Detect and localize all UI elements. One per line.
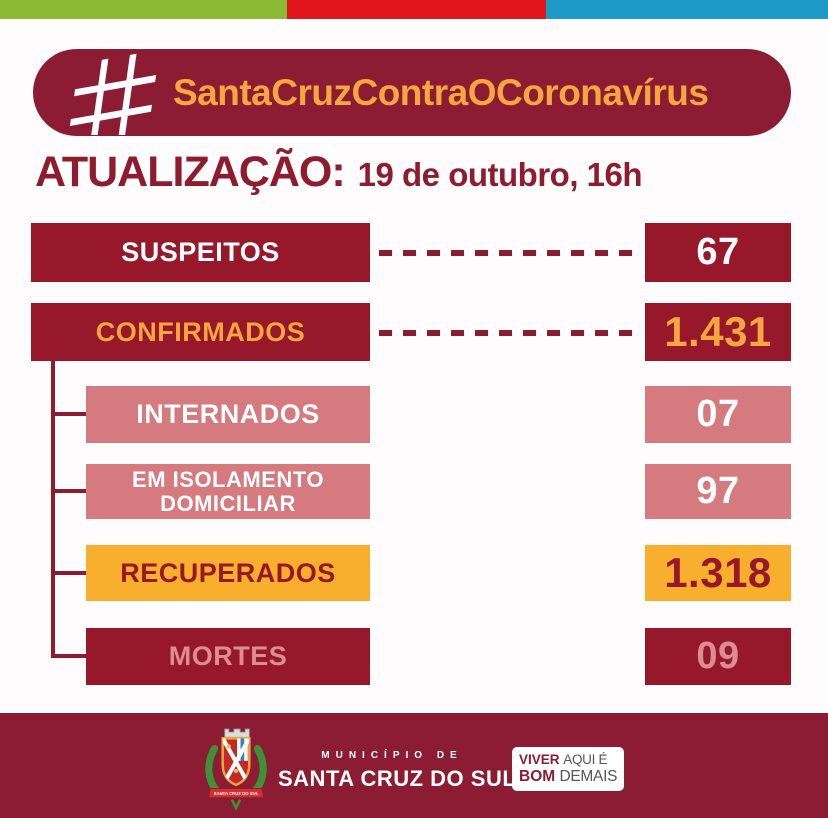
stat-value-text: 09 xyxy=(696,635,740,677)
stat-label-text: CONFIRMADOS xyxy=(95,316,306,347)
stat-label-text: MORTES xyxy=(168,641,288,672)
crest-ribbon xyxy=(207,788,265,799)
slogan-bom: BOM xyxy=(519,767,556,785)
stat-value-text: 1.318 xyxy=(664,549,772,596)
coat-of-arms: SANTA CRUZ DO SUL xyxy=(203,726,269,812)
stripe-blue xyxy=(546,0,828,19)
stat-label-mortes: MORTES xyxy=(86,628,370,685)
stripe-green xyxy=(0,0,287,19)
stat-label-suspeitos: SUSPEITOS xyxy=(31,223,370,282)
stripe-red xyxy=(287,0,546,19)
city-name: SANTA CRUZ DO SUL xyxy=(278,766,517,791)
slogan-badge: VIVER AQUI É BOM DEMAIS xyxy=(512,747,624,791)
dashed-leader-confirmados xyxy=(379,330,641,336)
slogan-viver: VIVER xyxy=(519,752,560,768)
tree-connector-stub xyxy=(51,489,88,493)
tree-connector-stub xyxy=(51,571,88,575)
hashtag-banner: SantaCruzContraOCoronavírus xyxy=(33,49,791,147)
update-headline: ATUALIZAÇÃO: 19 de outubro, 16h xyxy=(35,148,795,197)
tree-connector-vertical xyxy=(51,361,55,657)
crest-laurel-right xyxy=(247,744,267,799)
slogan-aqui-e: AQUI É xyxy=(563,752,608,768)
stat-value-confirmados: 1.431 xyxy=(645,303,791,361)
stat-value-isolamento: 97 xyxy=(645,464,791,519)
dashed-leader-suspeitos xyxy=(379,250,641,256)
stat-value-suspeitos: 67 xyxy=(645,223,791,282)
tree-connector-stub xyxy=(51,412,88,416)
stat-label-text: EM ISOLAMENTO DOMICILIAR xyxy=(132,467,324,516)
crest-laurel-left xyxy=(205,744,225,799)
stat-label-text: INTERNADOS xyxy=(136,399,320,430)
tree-connector-stub xyxy=(51,654,88,658)
crest-crown xyxy=(224,728,250,738)
slogan-demais: DEMAIS xyxy=(559,767,618,785)
municipio-de-label: MUNICÍPIO DE xyxy=(321,750,463,761)
stat-label-recuperados: RECUPERADOS xyxy=(86,545,370,601)
stat-value-mortes: 09 xyxy=(645,628,791,685)
stat-value-text: 1.431 xyxy=(664,308,772,355)
slogan-line1: VIVER AQUI É xyxy=(519,752,617,768)
update-date: 19 de outubro, 16h xyxy=(357,156,643,193)
stat-label-confirmados: CONFIRMADOS xyxy=(31,303,370,361)
campaign-title: SantaCruzContraOCoronavírus xyxy=(173,71,709,113)
stat-value-text: 07 xyxy=(696,393,740,435)
hashtag-icon xyxy=(59,51,167,147)
footer-band: SANTA CRUZ DO SUL MUNICÍPIO DE SANTA CRU… xyxy=(0,713,828,818)
crest-ribbon-text: SANTA CRUZ DO SUL xyxy=(214,791,259,796)
top-stripes xyxy=(0,0,828,19)
municipality-block: MUNICÍPIO DE SANTA CRUZ DO SUL xyxy=(278,750,517,792)
stat-value-text: 67 xyxy=(696,231,740,273)
stat-label-internados: INTERNADOS xyxy=(86,386,370,443)
update-label: ATUALIZAÇÃO: xyxy=(35,148,346,196)
stat-value-text: 97 xyxy=(696,470,740,512)
stat-label-isolamento: EM ISOLAMENTO DOMICILIAR xyxy=(86,464,370,519)
stat-value-recuperados: 1.318 xyxy=(645,545,791,601)
stat-label-text: RECUPERADOS xyxy=(120,557,336,588)
stat-label-text: SUSPEITOS xyxy=(121,237,280,268)
slogan-line2: BOM DEMAIS xyxy=(519,768,617,786)
stat-value-internados: 07 xyxy=(645,386,791,443)
